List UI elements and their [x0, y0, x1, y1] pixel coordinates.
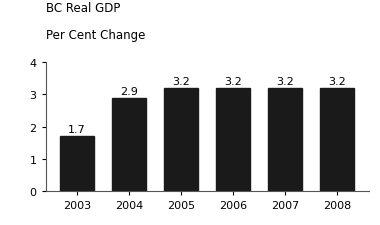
Text: BC Real GDP: BC Real GDP — [46, 2, 120, 15]
Text: 3.2: 3.2 — [172, 77, 190, 87]
Bar — [60, 137, 94, 191]
Text: 3.2: 3.2 — [224, 77, 242, 87]
Text: 3.2: 3.2 — [328, 77, 346, 87]
Bar — [164, 89, 198, 191]
Text: Per Cent Change: Per Cent Change — [46, 29, 145, 42]
Bar — [320, 89, 354, 191]
Text: 3.2: 3.2 — [276, 77, 294, 87]
Text: 1.7: 1.7 — [68, 125, 86, 135]
Bar — [216, 89, 250, 191]
Bar — [268, 89, 302, 191]
Bar — [112, 98, 146, 191]
Text: 2.9: 2.9 — [120, 86, 138, 96]
